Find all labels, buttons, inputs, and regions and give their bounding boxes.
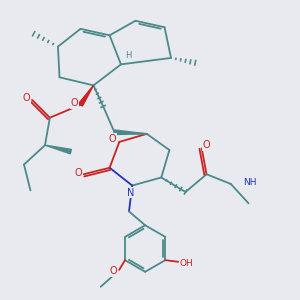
Polygon shape	[79, 85, 94, 106]
Text: O: O	[74, 168, 82, 178]
Text: O: O	[203, 140, 210, 150]
Text: OH: OH	[179, 259, 193, 268]
Text: NH: NH	[243, 178, 256, 187]
Text: O: O	[108, 134, 116, 144]
Text: O: O	[71, 98, 79, 108]
Polygon shape	[114, 130, 147, 134]
Text: O: O	[110, 266, 118, 276]
Polygon shape	[45, 145, 71, 154]
Text: O: O	[22, 93, 30, 103]
Text: N: N	[127, 188, 134, 198]
Text: H: H	[125, 51, 131, 60]
